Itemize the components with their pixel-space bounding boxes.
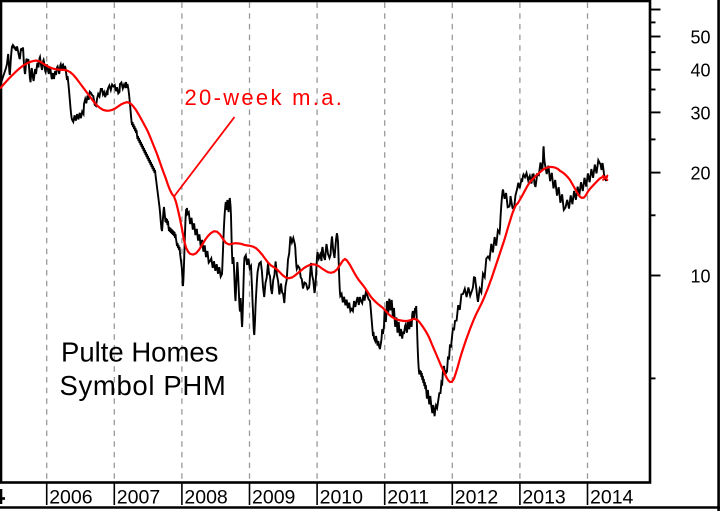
svg-text:20: 20	[690, 164, 710, 184]
svg-text:40: 40	[690, 61, 710, 81]
svg-text:2012: 2012	[455, 487, 498, 509]
svg-text:30: 30	[690, 103, 710, 123]
svg-text:2009: 2009	[252, 487, 295, 509]
svg-text:2014: 2014	[590, 487, 634, 509]
svg-text:Pulte Homes: Pulte Homes	[61, 337, 218, 368]
svg-text:2011: 2011	[387, 487, 429, 509]
svg-text:2007: 2007	[117, 487, 160, 509]
svg-text:20-week m.a.: 20-week m.a.	[185, 85, 345, 110]
svg-text:50: 50	[690, 28, 710, 48]
svg-text:10: 10	[690, 267, 710, 287]
svg-text:2013: 2013	[522, 487, 565, 509]
svg-text:2010: 2010	[320, 487, 364, 509]
svg-text:2006: 2006	[49, 487, 92, 509]
svg-text:Symbol PHM: Symbol PHM	[60, 370, 227, 401]
svg-text:2008: 2008	[184, 487, 227, 509]
